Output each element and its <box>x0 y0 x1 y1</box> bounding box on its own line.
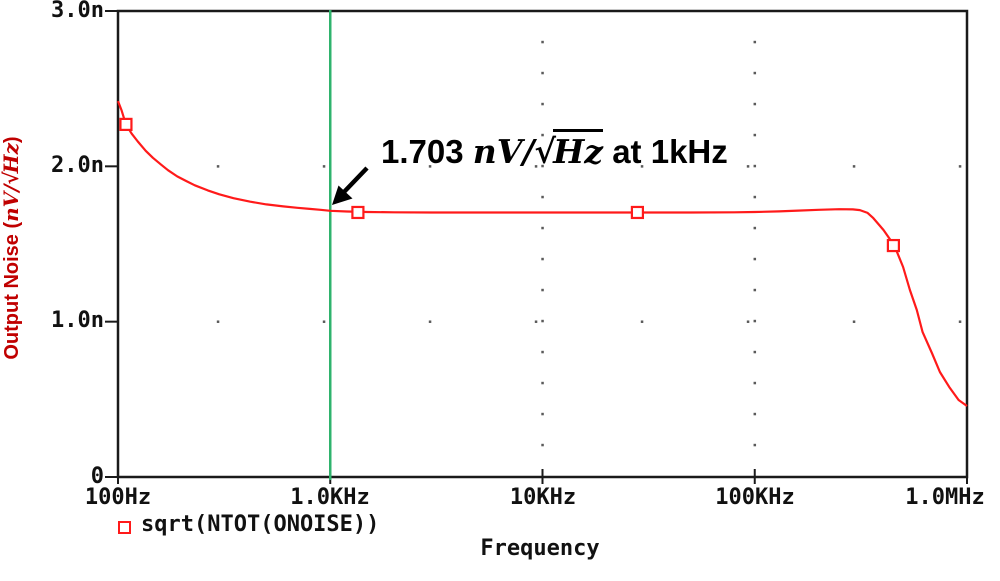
cursor-value-annotation: 1.703 nV/√Hz at 1kHz <box>381 129 728 172</box>
y-axis-title-suffix: ) <box>1 136 23 144</box>
trace-marker-icon <box>118 521 131 534</box>
annotation-suffix: at 1kHz <box>603 133 728 170</box>
trace-legend-label: sqrt(NTOT(ONOISE)) <box>141 512 380 537</box>
x-tick-label-100hz: 100Hz <box>84 485 152 510</box>
annotation-unit: nV/ <box>472 132 535 171</box>
y-tick-label-2n: 2.0n <box>51 153 104 178</box>
y-tick-label-0: 0 <box>90 464 104 489</box>
x-tick-label-1khz: 1.0KHz <box>290 485 370 510</box>
sqrt-radical-icon: √ <box>534 132 557 171</box>
x-axis-title: Frequency <box>480 536 600 561</box>
y-axis-title-prefix: Output Noise ( <box>1 221 23 360</box>
x-tick-label-100khz: 100KHz <box>715 485 795 510</box>
x-tick-label-10khz: 10KHz <box>509 485 577 510</box>
x-tick-label-1mhz: 1.0MHz <box>905 485 985 510</box>
annotation-root: Hz <box>553 129 604 171</box>
y-axis-title-unit: nV/ <box>0 184 23 222</box>
y-tick-label-3n: 3.0n <box>51 0 104 23</box>
annotation-arrow-icon <box>332 166 369 205</box>
y-axis-title: Output Noise (nV/√Hz) <box>0 88 24 408</box>
annotation-value: 1.703 <box>381 133 473 170</box>
y-tick-label-1n: 1.0n <box>51 308 104 333</box>
